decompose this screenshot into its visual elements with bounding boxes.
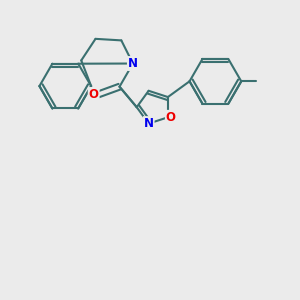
Text: N: N (144, 117, 154, 130)
Text: N: N (128, 57, 138, 70)
Text: O: O (166, 111, 176, 124)
Text: O: O (89, 88, 99, 101)
